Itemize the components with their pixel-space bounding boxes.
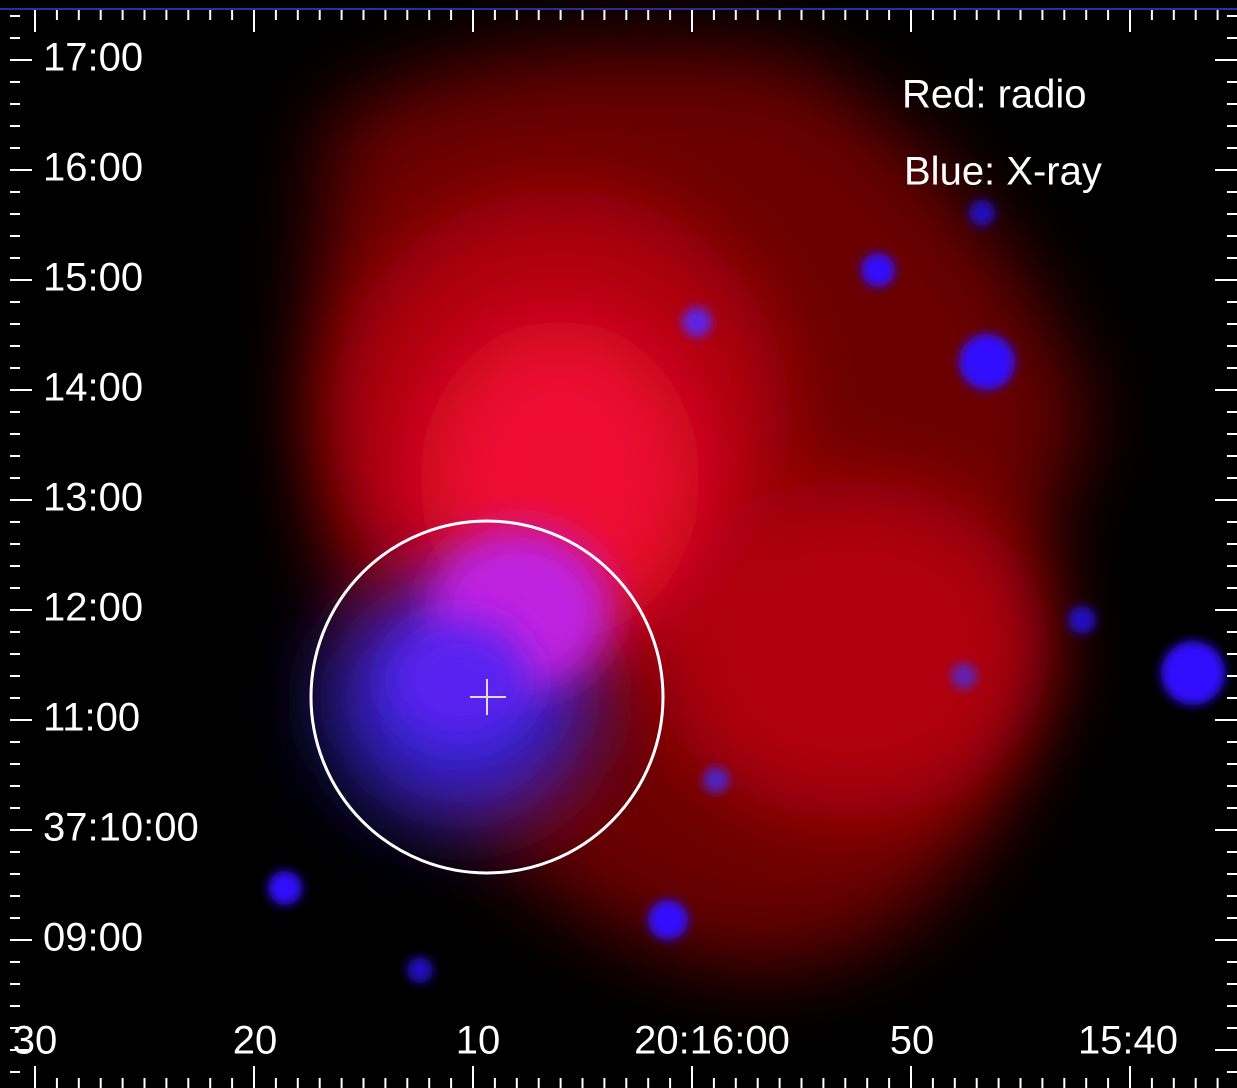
x-axis-label: 15:40 (1078, 1019, 1178, 1063)
y-axis-label: 37:10:00 (43, 806, 199, 850)
y-axis-label: 12:00 (43, 586, 143, 630)
x-axis-label: 20 (233, 1019, 278, 1063)
x-axis-label: 30 (13, 1019, 58, 1063)
y-axis-label: 11:00 (43, 696, 140, 740)
y-axis-label: 13:00 (43, 476, 143, 520)
y-axis-label: 09:00 (43, 916, 143, 960)
y-axis-label: 14:00 (43, 366, 143, 410)
sky-image: Red: radio Blue: X-ray 17:00 16:00 15:00 14… (0, 0, 1237, 1088)
x-axis-label: 10 (456, 1019, 501, 1063)
x-axis-label: 20:16:00 (634, 1019, 790, 1063)
legend-xray: Blue: X-ray (904, 150, 1102, 194)
y-axis-label: 15:00 (43, 256, 143, 300)
x-axis-label: 50 (890, 1019, 935, 1063)
y-axis-label: 17:00 (43, 36, 143, 80)
legend-radio: Red: radio (902, 73, 1087, 117)
y-axis-label: 16:00 (43, 146, 143, 190)
